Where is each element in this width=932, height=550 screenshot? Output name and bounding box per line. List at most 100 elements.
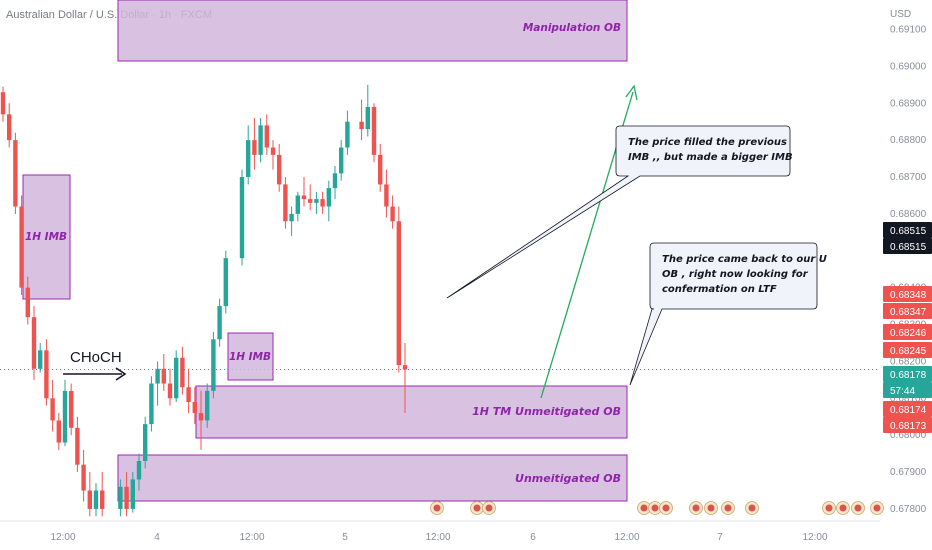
candle-body[interactable] (186, 387, 191, 402)
time-tick-label: 12:00 (425, 532, 450, 543)
candle-body[interactable] (192, 401, 197, 414)
zone-label: Unmeitigated OB (515, 472, 621, 485)
time-tick-label: 12:00 (50, 532, 75, 543)
order-block-zone[interactable] (195, 385, 628, 439)
price-tag (883, 303, 932, 319)
price-tag-label: 0.68515 (890, 242, 927, 253)
candle-body[interactable] (239, 177, 245, 259)
candle-body[interactable] (87, 490, 92, 509)
price-tag (883, 417, 932, 433)
candle-body[interactable] (277, 154, 282, 185)
callout-text-line: OB , right now looking for (662, 269, 809, 280)
candle-body[interactable] (56, 420, 61, 443)
candle-body[interactable] (124, 486, 129, 509)
time-tick-label: 12:00 (802, 532, 827, 543)
candle-body[interactable] (326, 188, 331, 207)
candle-body[interactable] (38, 350, 43, 369)
candle-body[interactable] (252, 140, 257, 155)
candle-body[interactable] (143, 424, 148, 461)
candle-body[interactable] (100, 490, 105, 509)
projection-arrow-head (625, 84, 638, 101)
candle-body[interactable] (264, 125, 269, 148)
candle-body[interactable] (211, 339, 216, 391)
candle-body[interactable] (19, 206, 24, 288)
candle-body[interactable] (308, 199, 313, 203)
order-block-zone[interactable] (227, 332, 274, 381)
price-tick-label: 0.67800 (890, 504, 927, 515)
price-axis-panel[interactable] (880, 0, 932, 550)
price-tag (883, 401, 932, 417)
event-flag-icon (640, 504, 648, 512)
callout-text-line: The price filled the previous (628, 137, 787, 148)
candle-body[interactable] (378, 154, 383, 185)
candle-body[interactable] (13, 140, 18, 207)
candle-body[interactable] (365, 106, 370, 130)
candle-body[interactable] (384, 184, 389, 207)
candle-body[interactable] (130, 479, 135, 509)
candle-body[interactable] (7, 114, 12, 141)
candle-body[interactable] (62, 390, 68, 443)
candle-body[interactable] (174, 357, 179, 399)
candle-body[interactable] (31, 317, 37, 369)
candle-body[interactable] (258, 125, 263, 155)
candle-body[interactable] (371, 106, 377, 155)
time-tick-label: 4 (154, 532, 160, 543)
candle-body[interactable] (396, 221, 401, 366)
event-flag-icon (873, 504, 881, 512)
order-block-zone[interactable] (22, 174, 71, 300)
candle-body[interactable] (81, 464, 86, 491)
zone-label: Manipulation OB (523, 22, 621, 34)
candle-body[interactable] (167, 383, 173, 399)
candle-body[interactable] (283, 184, 288, 222)
candle-body[interactable] (161, 368, 166, 384)
candle-body[interactable] (320, 199, 325, 207)
candle-body[interactable] (223, 258, 228, 307)
price-tick-label: 0.68600 (890, 209, 927, 220)
callout-text-line: confermation on LTF (662, 284, 777, 295)
price-tag-label: 0.68245 (890, 346, 927, 357)
candle-body[interactable] (217, 306, 222, 340)
price-tag (883, 238, 932, 254)
event-flag-icon (662, 504, 670, 512)
candle-body[interactable] (270, 147, 276, 155)
currency-label: USD (890, 9, 911, 20)
candle-body[interactable] (301, 195, 307, 200)
event-flag-icon (433, 504, 441, 512)
candle-body[interactable] (69, 390, 74, 428)
candle-body[interactable] (155, 368, 160, 384)
event-flag-icon (724, 504, 732, 512)
candle-body[interactable] (402, 365, 408, 370)
candle-body[interactable] (345, 121, 350, 148)
candle-body[interactable] (25, 287, 30, 318)
order-block-zone[interactable] (117, 454, 628, 502)
zone-label: 1H IMB (25, 231, 67, 243)
price-tag-label: 0.68173 (890, 421, 927, 432)
candle-body[interactable] (246, 140, 251, 178)
candle-body[interactable] (0, 92, 6, 115)
candle-body[interactable] (205, 390, 210, 421)
candle-body[interactable] (359, 121, 364, 130)
candle-body[interactable] (136, 460, 142, 480)
candle-body[interactable] (289, 213, 294, 222)
candle-body[interactable] (93, 490, 99, 509)
candle-body[interactable] (75, 427, 80, 465)
candle-body[interactable] (50, 398, 55, 421)
price-tag-label: 0.68348 (890, 290, 927, 301)
price-tick-label: 0.68100 (890, 393, 927, 404)
time-tick-label: 7 (717, 532, 723, 543)
candle-body[interactable] (118, 486, 123, 509)
zone-label: 1H TM Unmeitigated OB (472, 405, 621, 418)
candle-body[interactable] (180, 357, 185, 388)
candle-body[interactable] (390, 206, 395, 222)
candle-body[interactable] (149, 383, 154, 425)
candle-body[interactable] (44, 350, 49, 399)
event-flag-icon (854, 504, 862, 512)
candle-body[interactable] (314, 199, 319, 203)
candle-body[interactable] (332, 173, 338, 189)
price-tick-label: 0.68900 (890, 98, 927, 109)
candle-body[interactable] (295, 195, 300, 214)
candle-body[interactable] (198, 413, 204, 421)
order-block-zone[interactable] (117, 0, 628, 62)
candle-body[interactable] (339, 147, 344, 174)
